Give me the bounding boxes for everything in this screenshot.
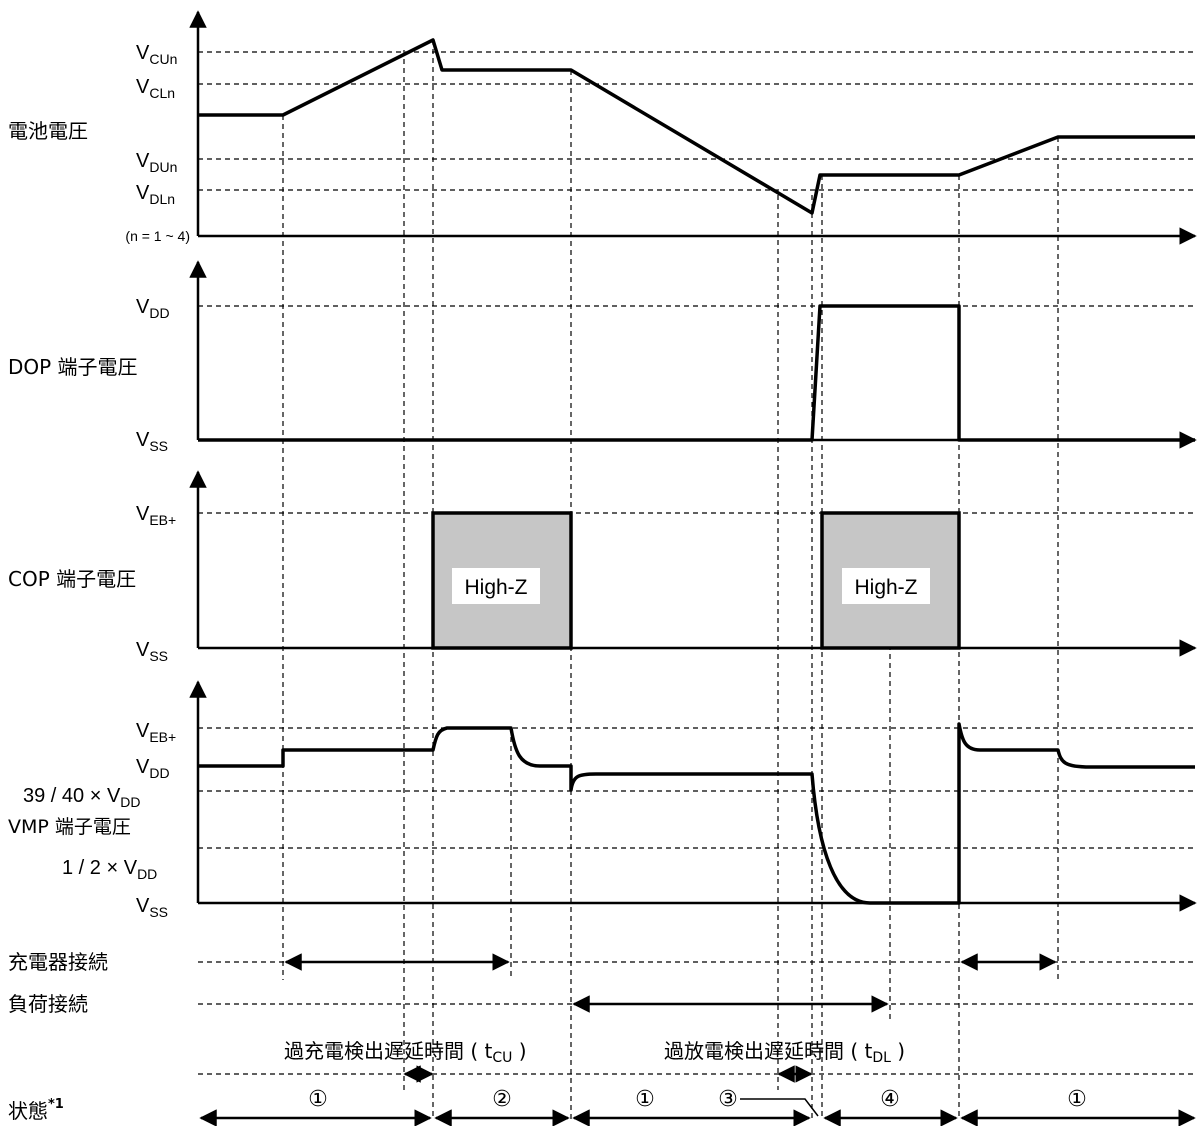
overcharge-delay-label: 過充電検出遅延時間 ( tCU ) [284, 1039, 527, 1066]
vmp-voltage-panel: VEB+ VDD 39 / 40 × VDD VMP 端子電圧 1 / 2 × … [8, 680, 1197, 920]
n-range-note: (n = 1 ~ 4) [125, 228, 190, 244]
vmp-vss-label: VSS [136, 895, 168, 920]
delay-time-row: 過充電検出遅延時間 ( tCU ) 過放電検出遅延時間 ( tDL ) [198, 1039, 1195, 1083]
state-marker-5: ④ [880, 1087, 900, 1112]
high-z-label-2: High-Z [854, 576, 917, 599]
dop-voltage-trace [198, 304, 1195, 442]
cop-voltage-title: COP 端子電圧 [8, 567, 136, 591]
v-dun-label: VDUn [136, 150, 177, 175]
cop-vss-label: VSS [136, 639, 168, 664]
state-marker-2: ② [492, 1087, 512, 1112]
v-dln-label: VDLn [136, 182, 175, 207]
vmp-half-vdd-label: 1 / 2 × VDD [62, 857, 157, 882]
cop-veb-label: VEB+ [136, 503, 176, 528]
vmp-39-40-vdd-label: 39 / 40 × VDD [23, 785, 141, 810]
battery-voltage-panel: VCUn VCLn VDUn VDLn 電池電圧 (n = 1 ~ 4) [8, 10, 1197, 245]
load-connection-label: 負荷接続 [8, 992, 88, 1016]
vmp-vdd-label: VDD [136, 756, 170, 781]
state-marker-3: ① [635, 1087, 655, 1112]
dop-voltage-panel: VDD VSS DOP 端子電圧 [8, 260, 1197, 454]
dop-vss-label: VSS [136, 429, 168, 454]
charger-connection-row: 充電器接続 [8, 950, 1195, 974]
vmp-voltage-title: VMP 端子電圧 [8, 816, 131, 838]
dop-vdd-label: VDD [136, 296, 170, 321]
overdischarge-delay-label: 過放電検出遅延時間 ( tDL ) [664, 1039, 905, 1066]
vmp-veb-label: VEB+ [136, 720, 176, 745]
state-marker-4: ③ [718, 1087, 738, 1112]
v-cln-label: VCLn [136, 76, 175, 101]
vmp-voltage-trace [198, 722, 1195, 905]
v-cun-label: VCUn [136, 42, 177, 67]
dop-voltage-title: DOP 端子電圧 [8, 355, 138, 379]
state-marker-6: ① [1067, 1087, 1087, 1112]
battery-voltage-trace [198, 38, 1195, 215]
charger-connection-label: 充電器接続 [8, 950, 108, 974]
cop-voltage-panel: High-Z High-Z VEB+ VSS COP 端子電圧 [8, 470, 1197, 664]
load-connection-row: 負荷接続 [8, 992, 1195, 1016]
battery-voltage-title: 電池電圧 [8, 119, 88, 143]
state-label: 状態*1 [8, 1097, 64, 1123]
state-row: ① ② ① ③ ④ ① 状態*1 [8, 1087, 1196, 1126]
high-z-label-1: High-Z [464, 576, 527, 599]
state-marker-1: ① [308, 1087, 328, 1112]
